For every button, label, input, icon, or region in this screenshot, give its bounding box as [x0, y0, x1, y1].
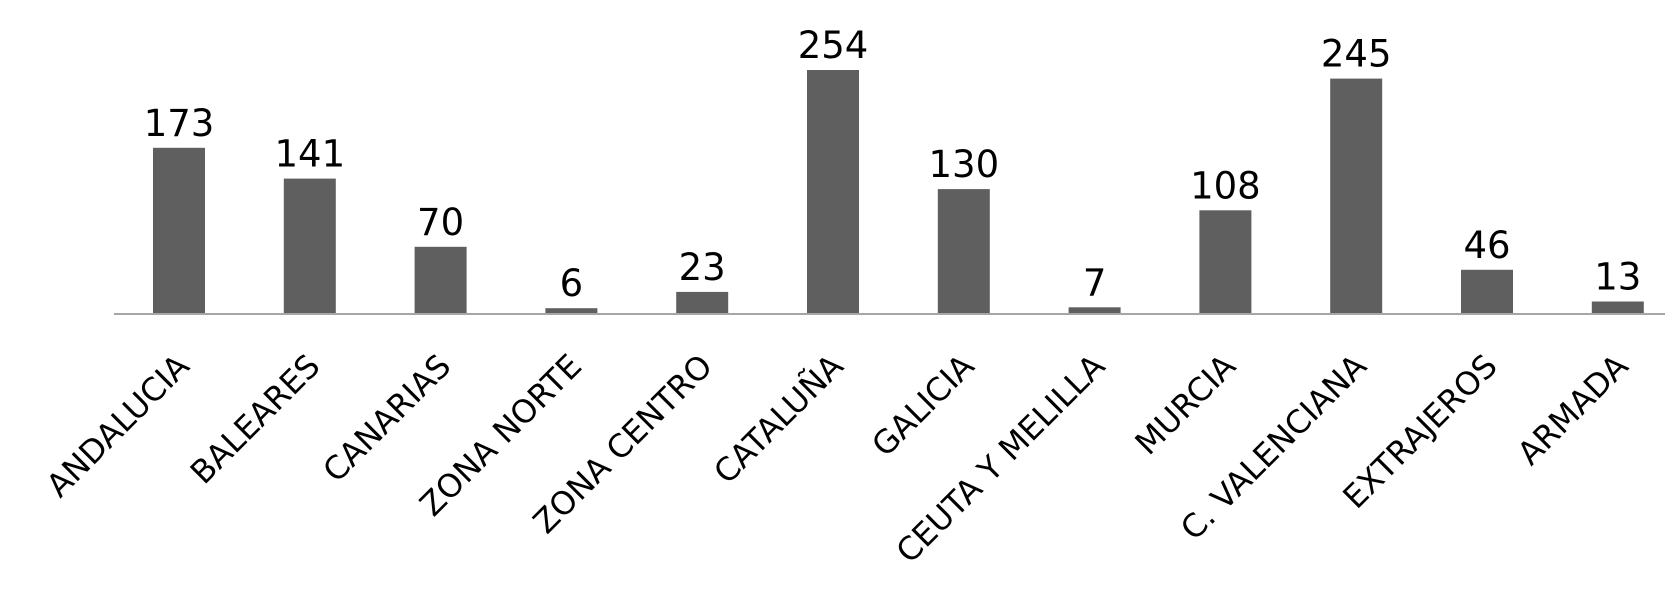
category-label-0: ANDALUCIA [39, 347, 197, 505]
data-label-4: 23 [679, 246, 726, 289]
category-label-1: BALEARES [183, 347, 328, 492]
data-label-0: 173 [144, 102, 215, 145]
data-label-9: 245 [1321, 33, 1392, 76]
bar-10 [1461, 269, 1513, 314]
bar-9 [1330, 78, 1383, 314]
bar-8 [1199, 210, 1252, 314]
bar-5 [807, 70, 859, 314]
data-label-1: 141 [274, 133, 345, 176]
category-label-8: MURCIA [1128, 347, 1244, 463]
data-label-3: 6 [560, 262, 584, 305]
bar-0 [153, 147, 205, 314]
data-label-2: 70 [417, 201, 464, 244]
bar-11 [1591, 301, 1644, 314]
bar-3 [545, 308, 598, 314]
category-label-5: CATALUÑA [706, 347, 850, 491]
bar-7 [1068, 307, 1121, 314]
bar-2 [414, 246, 467, 314]
data-label-5: 254 [798, 24, 869, 67]
data-label-10: 46 [1463, 224, 1510, 267]
bars-group [153, 70, 1644, 314]
category-label-6: GALICIA [864, 347, 981, 464]
data-label-11: 13 [1594, 256, 1641, 299]
data-label-8: 108 [1190, 164, 1261, 207]
category-label-2: CANARIAS [315, 347, 458, 490]
data-label-7: 7 [1083, 261, 1107, 304]
bar-1 [283, 178, 336, 314]
value-labels-group: 173 141 70 6 23 254 130 7 108 245 46 13 [144, 24, 1642, 305]
category-label-11: ARMADA [1510, 347, 1636, 473]
bar-4 [676, 291, 729, 314]
bar-6 [937, 189, 990, 314]
data-label-6: 130 [928, 143, 999, 186]
